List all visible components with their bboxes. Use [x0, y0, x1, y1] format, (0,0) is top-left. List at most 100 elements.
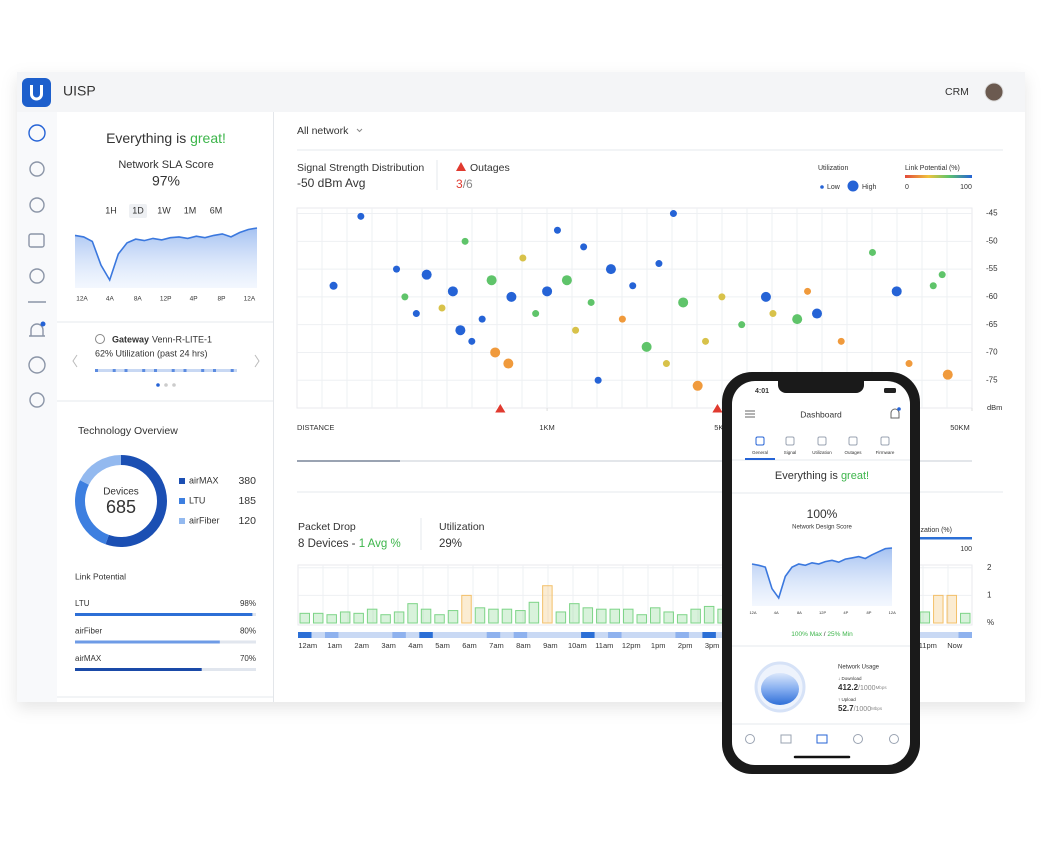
- nav-icon[interactable]: [28, 124, 46, 142]
- x-axis-label: DISTANCE: [297, 423, 334, 432]
- phone-nav: [745, 734, 899, 744]
- x-tick-label: 6am: [462, 641, 477, 650]
- scatter-point: [572, 326, 580, 334]
- nav-icon[interactable]: [29, 161, 45, 177]
- scatter-point: [438, 304, 446, 312]
- packet-bar: [636, 614, 647, 624]
- range-button[interactable]: 1H: [105, 205, 117, 215]
- nav-icon[interactable]: [28, 356, 46, 374]
- phone-nav-icon[interactable]: [889, 734, 899, 744]
- avatar[interactable]: [984, 82, 1004, 102]
- packet-devices: 8 Devices -: [298, 538, 359, 550]
- packet-bar: [407, 603, 418, 624]
- phone-nav-icon[interactable]: [780, 734, 792, 744]
- scatter-point: [792, 314, 803, 325]
- notification-dot: [897, 407, 901, 411]
- phone-x-label: 12A: [749, 610, 756, 615]
- utilization-title: Utilization: [439, 521, 485, 533]
- x-tick-label: 4am: [408, 641, 423, 650]
- x-tick-label: 8am: [516, 641, 531, 650]
- logo-glyph: [30, 85, 43, 101]
- phone-status: Everything is great!: [775, 470, 869, 482]
- phone-nav-icon[interactable]: [745, 734, 755, 744]
- nav-icon[interactable]: [28, 233, 45, 248]
- gateway-utilization: 62% Utilization (past 24 hrs): [95, 348, 208, 358]
- tab-icon: [785, 436, 795, 446]
- lp-label: 70%: [240, 654, 256, 663]
- tech-value: 380: [238, 475, 256, 487]
- scatter-point: [503, 358, 514, 369]
- packet-avg: 1 Avg %: [359, 538, 401, 550]
- scatter-point: [486, 275, 497, 286]
- upload: 52.7/1000Mbps: [838, 704, 883, 713]
- nav-icon[interactable]: [29, 197, 45, 213]
- tech-value: 185: [238, 495, 256, 507]
- range-button[interactable]: 1M: [184, 205, 197, 215]
- status-text: Everything is: [106, 130, 190, 146]
- range-button[interactable]: 6M: [210, 205, 223, 215]
- next-arrow[interactable]: [254, 354, 260, 368]
- phone-score: 100%: [807, 507, 838, 521]
- pager-dot[interactable]: [156, 383, 160, 387]
- range-button[interactable]: 1W: [157, 205, 171, 215]
- y-tick-label: -50: [986, 236, 998, 245]
- phone-spark-area: [752, 548, 892, 606]
- prev-arrow[interactable]: [72, 354, 78, 368]
- nav-icon[interactable]: [29, 323, 45, 337]
- scatter-point: [629, 282, 637, 290]
- gateway-strip-segment: [124, 369, 128, 372]
- range-button[interactable]: 1D: [132, 205, 144, 215]
- scatter-point: [641, 341, 652, 352]
- y-tick-label: -45: [986, 209, 998, 218]
- menu-icon[interactable]: [745, 410, 755, 418]
- scatter-point: [905, 360, 913, 368]
- tab-label[interactable]: Firmware: [876, 450, 895, 455]
- phone-range: 100% Max / 25% Min: [791, 631, 853, 638]
- packet-bar: [326, 614, 337, 624]
- brand: UISP: [63, 83, 96, 99]
- legend-label: 100: [960, 184, 972, 191]
- lp-bar: [75, 613, 253, 616]
- scatter-point: [412, 310, 420, 318]
- scatter-point: [760, 291, 771, 302]
- packet-bar: [919, 611, 931, 624]
- gateway-strip: [95, 369, 237, 372]
- pager-dot[interactable]: [172, 383, 176, 387]
- phone-nav-icon[interactable]: [853, 734, 863, 744]
- scatter-point: [532, 310, 540, 318]
- pager-dot[interactable]: [164, 383, 168, 387]
- donut-total: 685: [106, 497, 136, 517]
- gateway-strip-segment: [112, 369, 116, 372]
- usage-title: Network Usage: [838, 665, 880, 671]
- y-tick-label: -70: [986, 348, 998, 357]
- usage-gauge-fill: [761, 673, 799, 705]
- logo[interactable]: [22, 78, 51, 107]
- x-tick-label: 12am: [298, 641, 317, 650]
- tab-label[interactable]: Utilization: [812, 450, 832, 455]
- sla-line: [74, 227, 258, 282]
- scatter-point: [678, 297, 689, 308]
- phone-bell[interactable]: [890, 408, 900, 419]
- nav-icon[interactable]: [29, 392, 45, 408]
- outages-count: 3/6: [456, 177, 473, 191]
- tech-name: airMAX: [189, 475, 219, 485]
- filter-caret[interactable]: [356, 128, 363, 133]
- packet-bar: [447, 610, 459, 624]
- tab-label[interactable]: Outages: [844, 450, 862, 455]
- phone-nav-icon[interactable]: [816, 734, 828, 744]
- download-label: ↓ Download: [838, 676, 862, 681]
- donut-segment: [79, 455, 122, 485]
- tab-label[interactable]: General: [752, 450, 768, 455]
- tech-name: LTU: [189, 495, 205, 505]
- user-menu[interactable]: CRM: [945, 86, 969, 98]
- tab-label[interactable]: Signal: [784, 450, 797, 455]
- gateway-name[interactable]: Venn-R-LITE-1: [152, 334, 212, 344]
- nav-icon[interactable]: [29, 268, 45, 284]
- scatter-point: [605, 264, 616, 275]
- x-tick-label: 1am: [327, 641, 342, 650]
- network-filter[interactable]: All network: [297, 125, 349, 137]
- scatter-point: [655, 260, 663, 268]
- donut-segment: [105, 455, 167, 547]
- scatter-point: [938, 271, 946, 279]
